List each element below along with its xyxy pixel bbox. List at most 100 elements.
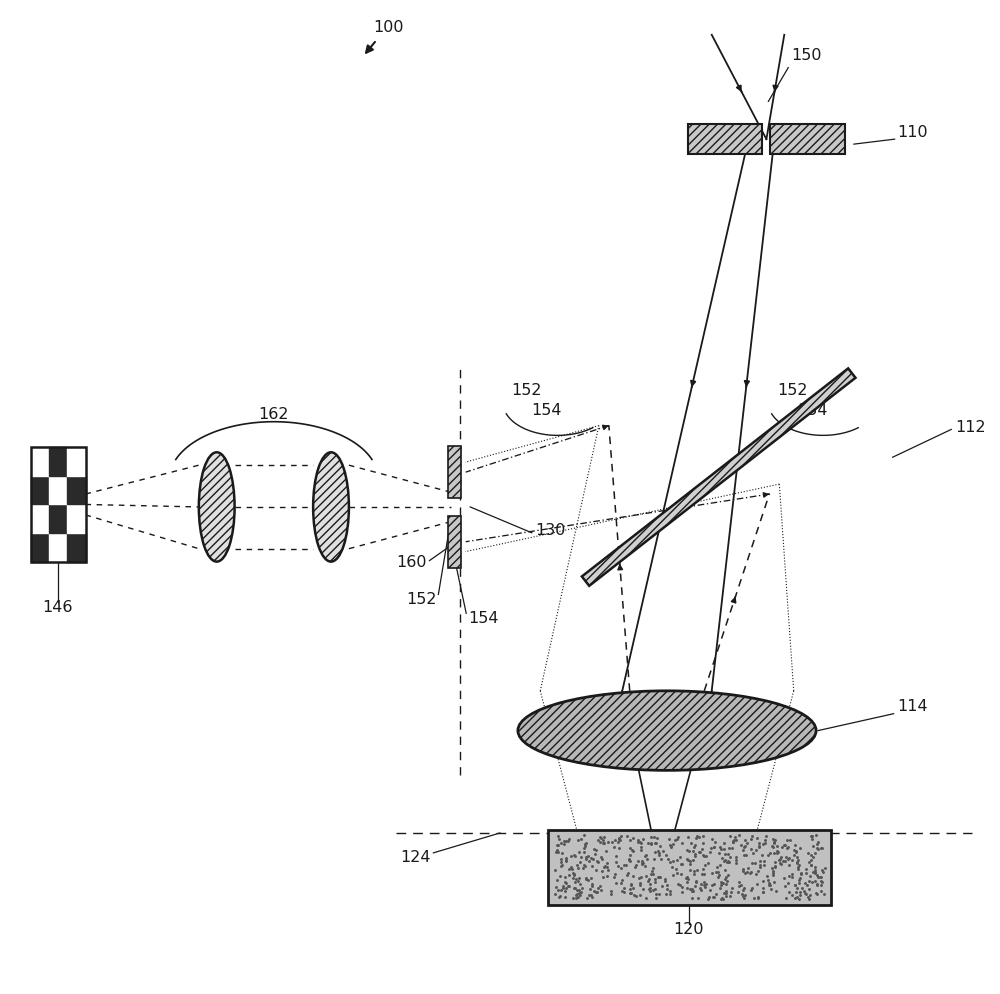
Point	[614, 872, 630, 888]
Point	[679, 881, 695, 897]
Point	[756, 857, 772, 873]
Point	[596, 829, 612, 845]
Bar	[448, 446, 461, 498]
Point	[737, 888, 753, 904]
Point	[693, 882, 709, 898]
Text: 162: 162	[258, 408, 289, 422]
Point	[803, 857, 819, 873]
Point	[565, 890, 581, 906]
Point	[720, 846, 736, 862]
Point	[784, 887, 800, 903]
Point	[619, 828, 635, 844]
Point	[651, 845, 667, 861]
Point	[809, 867, 825, 883]
Point	[567, 848, 583, 864]
Point	[625, 880, 641, 896]
Point	[780, 851, 796, 867]
Point	[737, 833, 753, 849]
Point	[814, 840, 830, 856]
Point	[621, 851, 637, 867]
Point	[595, 870, 611, 886]
Point	[654, 879, 670, 895]
Point	[731, 878, 747, 894]
Point	[797, 876, 813, 892]
Point	[751, 839, 767, 855]
Point	[590, 881, 606, 897]
Point	[650, 869, 666, 885]
Point	[789, 854, 805, 870]
Point	[679, 869, 695, 885]
Point	[784, 852, 800, 868]
Point	[751, 835, 767, 851]
Point	[707, 834, 723, 850]
Ellipse shape	[199, 452, 235, 562]
Text: 150: 150	[791, 48, 821, 63]
Point	[645, 861, 661, 877]
Point	[614, 883, 630, 899]
Point	[626, 888, 642, 904]
Point	[781, 857, 797, 873]
Point	[571, 882, 587, 898]
Point	[608, 855, 624, 871]
Point	[742, 865, 758, 881]
Point	[576, 844, 592, 860]
Point	[659, 881, 675, 897]
Point	[726, 832, 742, 848]
Point	[578, 835, 594, 851]
Point	[558, 853, 574, 869]
Point	[682, 882, 698, 898]
Point	[793, 865, 809, 881]
Point	[576, 827, 592, 843]
Point	[724, 840, 740, 856]
Point	[623, 877, 639, 893]
Point	[714, 875, 730, 891]
Point	[789, 880, 805, 896]
Point	[681, 843, 697, 859]
Point	[600, 862, 616, 878]
Point	[589, 885, 605, 901]
Point	[716, 835, 732, 851]
Point	[631, 870, 647, 886]
Point	[588, 862, 604, 878]
Point	[779, 832, 795, 848]
Point	[807, 865, 823, 881]
Bar	[31, 447, 86, 562]
Point	[755, 885, 771, 901]
Point	[603, 887, 619, 903]
Point	[767, 854, 783, 870]
Point	[736, 839, 752, 855]
Point	[606, 869, 622, 885]
Point	[779, 840, 795, 856]
Point	[648, 835, 664, 851]
Point	[582, 882, 598, 898]
Point	[754, 848, 770, 864]
Point	[646, 851, 662, 867]
Point	[778, 891, 794, 907]
Point	[769, 838, 785, 854]
Point	[740, 860, 756, 876]
Bar	[49, 476, 67, 505]
Point	[660, 851, 676, 867]
Point	[722, 888, 738, 904]
Point	[563, 849, 579, 865]
Point	[606, 839, 622, 855]
Point	[738, 847, 754, 863]
Point	[570, 874, 586, 890]
Point	[663, 840, 679, 856]
Bar	[67, 476, 86, 505]
Point	[731, 874, 747, 890]
Point	[682, 853, 698, 869]
Point	[638, 891, 654, 907]
Point	[553, 854, 569, 870]
Point	[583, 870, 599, 886]
Point	[704, 878, 720, 894]
Point	[632, 834, 648, 850]
Point	[630, 832, 646, 848]
Point	[684, 890, 700, 906]
Point	[773, 856, 789, 872]
Point	[703, 840, 719, 856]
Point	[735, 864, 751, 880]
Point	[684, 881, 700, 897]
Point	[572, 876, 588, 892]
Point	[764, 838, 780, 854]
